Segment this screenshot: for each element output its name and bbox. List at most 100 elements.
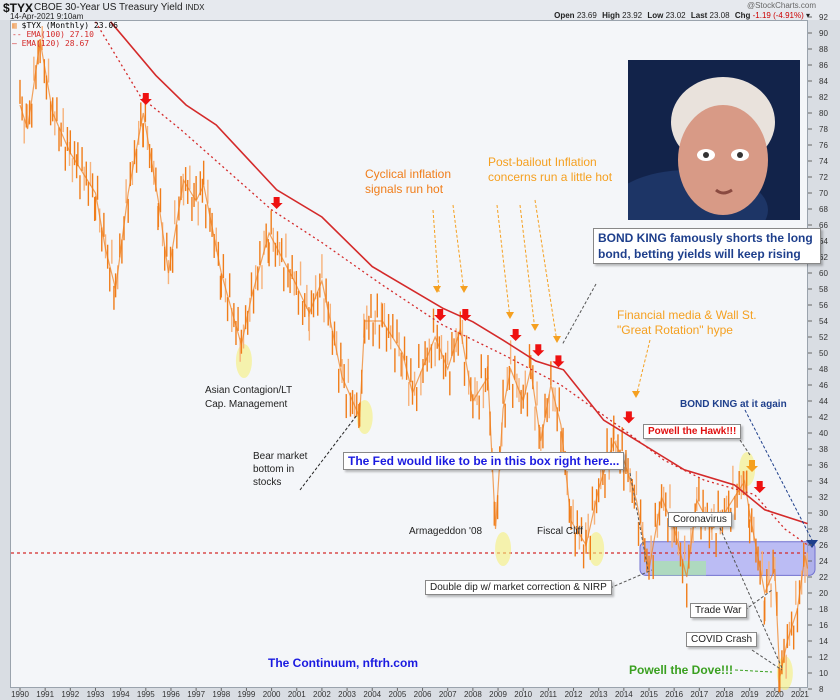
y-tick-label: 68 [819, 205, 828, 214]
annotation-double-dip: Double dip w/ market correction & NIRP [425, 580, 612, 595]
exchange: INDX [185, 3, 205, 12]
y-tick-label: 32 [819, 493, 828, 502]
y-tick-label: 78 [819, 125, 828, 134]
y-tick-label: 38 [819, 445, 828, 454]
annotation-fed-box: The Fed would like to be in this box rig… [343, 452, 625, 470]
orange-pointer-arrow-icon [553, 336, 561, 343]
y-tick-label: 74 [819, 157, 828, 166]
annotation-post-bailout: Post-bailout Inflation concerns run a li… [488, 155, 613, 184]
y-tick-label: 8 [819, 685, 824, 694]
y-tick-label: 36 [819, 461, 828, 470]
annotation-bond-king: BOND KING famously shorts the long bond,… [593, 228, 821, 264]
black-pointer-line [299, 414, 358, 491]
y-tick-label: 16 [819, 621, 828, 630]
instrument-name: CBOE 30-Year US Treasury Yield [34, 2, 183, 13]
x-tick-label: 2003 [338, 690, 356, 699]
y-tick-label: 42 [819, 413, 828, 422]
y-tick-label: 46 [819, 381, 828, 390]
x-tick-label: 1995 [137, 690, 155, 699]
symbol-name: CBOE 30-Year US Treasury Yield INDX [34, 2, 205, 13]
ema100-line [94, 21, 808, 546]
y-tick-label: 82 [819, 93, 828, 102]
orange-pointer-arrow-icon [460, 286, 468, 293]
annotation-bear-market: Bear market bottom in stocks [253, 451, 308, 488]
orange-pointer-arrow-icon [531, 324, 539, 331]
fed-box-pointer-line [629, 472, 649, 571]
orange-pointer-line [452, 204, 465, 293]
y-tick-label: 66 [819, 221, 828, 230]
chg-value: -1.19 (-4.91%) [752, 11, 804, 20]
chart-header: $TYX CBOE 30-Year US Treasury Yield INDX… [0, 0, 840, 21]
y-tick-label: 26 [819, 541, 828, 550]
y-tick-label: 84 [819, 77, 828, 86]
legend: ▥ $TYX (Monthly) 23.06 -- EMA(100) 27.10… [12, 21, 118, 48]
portrait-image [628, 60, 800, 220]
red-down-arrow-icon [270, 197, 283, 209]
last-label: Last [690, 11, 708, 20]
y-tick-label: 62 [819, 253, 828, 262]
dropdown-icon[interactable]: ▾ [805, 11, 810, 20]
annotation-armageddon: Armageddon '08 [409, 526, 483, 537]
x-tick-label: 2018 [716, 690, 734, 699]
x-tick-label: 2013 [590, 690, 608, 699]
y-tick-label: 18 [819, 605, 828, 614]
x-tick-label: 1992 [61, 690, 79, 699]
x-tick-label: 1993 [87, 690, 105, 699]
y-tick-label: 92 [819, 13, 828, 22]
y-tick-label: 54 [819, 317, 828, 326]
orange-pointer-line [519, 204, 536, 331]
legend-price-label: $TYX (Monthly) 23.06 [21, 21, 118, 30]
annotation-powell-dove: Powell the Dove!!! [629, 663, 734, 677]
y-tick-label: 50 [819, 349, 828, 358]
low-label: Low [647, 11, 664, 20]
source-watermark: @StockCharts.com [746, 1, 816, 10]
dove-pointer-line [734, 669, 773, 673]
x-tick-label: 2008 [464, 690, 482, 699]
x-tick-label: 2002 [313, 690, 331, 699]
ema120-line [109, 21, 808, 525]
double-dip-pointer-line [609, 569, 653, 589]
y-tick-label: 12 [819, 653, 828, 662]
y-tick-label: 10 [819, 669, 828, 678]
legend-ema100: -- EMA(100) 27.10 [12, 30, 94, 39]
red-down-arrow-icon [622, 411, 635, 424]
low-value: 23.02 [665, 11, 686, 20]
highlight-ellipse [588, 532, 605, 566]
annotation-covid-crash: COVID Crash [686, 632, 758, 647]
y-tick-label: 70 [819, 189, 828, 198]
x-tick-label: 1996 [162, 690, 180, 699]
x-tick-label: 2010 [514, 690, 532, 699]
x-tick-label: 2000 [263, 690, 281, 699]
x-tick-label: 2012 [565, 690, 583, 699]
annotation-cyclical: Cyclical inflation signals run hot [365, 167, 452, 196]
annotation-continuum: The Continuum, nftrh.com [268, 656, 418, 670]
highlight-ellipse [495, 532, 512, 566]
high-value: 23.92 [622, 11, 643, 20]
x-tick-label: 2006 [414, 690, 432, 699]
y-tick-label: 34 [819, 477, 828, 486]
y-tick-label: 22 [819, 573, 828, 582]
x-tick-label: 1998 [212, 690, 230, 699]
annotation-bond-king-again: BOND KING at it again [680, 399, 787, 410]
y-tick-label: 20 [819, 589, 828, 598]
x-tick-label: 2017 [690, 690, 708, 699]
bond-king-pointer-line [561, 283, 597, 346]
y-tick-label: 86 [819, 61, 828, 70]
annotation-fiscal-cliff: Fiscal Cliff [537, 526, 583, 537]
orange-pointer-arrow-icon [433, 286, 441, 293]
x-tick-label: 2005 [389, 690, 407, 699]
red-down-arrow-icon [434, 309, 447, 321]
y-tick-label: 60 [819, 269, 828, 278]
last-value: 23.08 [709, 11, 730, 20]
y-tick-label: 88 [819, 45, 828, 54]
open-label: Open [554, 11, 575, 20]
legend-ema120-label: EMA(120) 28.67 [21, 39, 90, 48]
y-tick-label: 44 [819, 397, 828, 406]
legend-ema100-label: EMA(100) 27.10 [26, 30, 94, 39]
x-tick-label: 1999 [238, 690, 256, 699]
annotation-coronavirus: Coronavirus [668, 512, 732, 527]
orange-pointer-line [432, 209, 440, 293]
x-tick-label: 2001 [288, 690, 306, 699]
y-tick-label: 64 [819, 237, 828, 246]
red-down-arrow-icon [532, 344, 545, 357]
